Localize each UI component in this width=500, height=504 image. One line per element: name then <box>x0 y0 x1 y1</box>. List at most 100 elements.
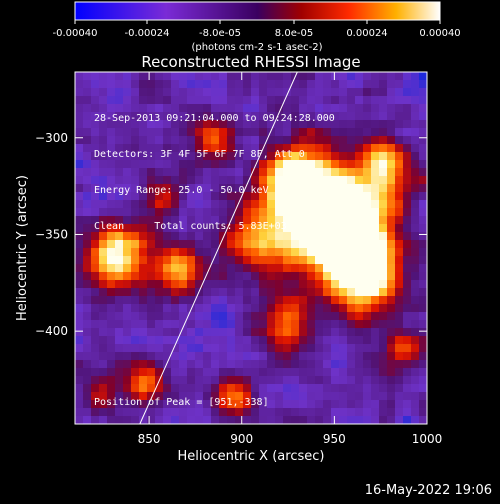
heatmap-cell <box>395 344 404 353</box>
heatmap-cell <box>267 392 276 401</box>
heatmap-cell <box>123 264 132 273</box>
heatmap-cell <box>283 256 292 265</box>
heatmap-cell <box>195 256 204 265</box>
heatmap-cell <box>339 144 348 153</box>
heatmap-cell <box>75 160 84 169</box>
heatmap-cell <box>283 272 292 281</box>
heatmap-cell <box>219 128 228 137</box>
heatmap-cell <box>371 168 380 177</box>
heatmap-cell <box>363 360 372 369</box>
heatmap-cell <box>115 344 124 353</box>
heatmap-cell <box>235 240 244 249</box>
heatmap-cell <box>355 264 364 273</box>
heatmap-cell <box>395 216 404 225</box>
heatmap-cell <box>115 256 124 265</box>
heatmap-cell <box>275 272 284 281</box>
heatmap-cell <box>179 376 188 385</box>
peak-position-text: Position of Peak = [951,-338] <box>94 397 269 408</box>
heatmap-cell <box>363 96 372 105</box>
heatmap-cell <box>251 72 260 81</box>
heatmap-cell <box>323 280 332 289</box>
heatmap-cell <box>275 152 284 161</box>
heatmap-cell <box>171 184 180 193</box>
heatmap-cell <box>91 280 100 289</box>
heatmap-cell <box>115 352 124 361</box>
heatmap-cell <box>347 352 356 361</box>
heatmap-cell <box>243 328 252 337</box>
heatmap-cell <box>179 248 188 257</box>
heatmap-cell <box>227 168 236 177</box>
heatmap-cell <box>275 184 284 193</box>
heatmap-cell <box>403 160 412 169</box>
heatmap-cell <box>163 312 172 321</box>
heatmap-cell <box>275 104 284 113</box>
heatmap-cell <box>331 136 340 145</box>
heatmap-cell <box>123 384 132 393</box>
heatmap-cell <box>395 192 404 201</box>
heatmap-cell <box>83 304 92 313</box>
heatmap-cell <box>331 400 340 409</box>
heatmap-cell <box>91 256 100 265</box>
heatmap-cell <box>203 216 212 225</box>
heatmap-cell <box>371 288 380 297</box>
heatmap-cell <box>139 72 148 81</box>
heatmap-cell <box>155 272 164 281</box>
colorbar-unit-label: (photons cm-2 s-1 asec-2) <box>191 42 322 53</box>
heatmap-cell <box>147 248 156 257</box>
heatmap-cell <box>195 224 204 233</box>
heatmap-cell <box>123 376 132 385</box>
heatmap-cell <box>315 328 324 337</box>
heatmap-cell <box>291 96 300 105</box>
heatmap-cell <box>115 192 124 201</box>
heatmap-cell <box>259 136 268 145</box>
heatmap-cell <box>331 384 340 393</box>
heatmap-cell <box>195 304 204 313</box>
heatmap-cell <box>299 400 308 409</box>
heatmap-cell <box>147 376 156 385</box>
heatmap-cell <box>339 112 348 121</box>
heatmap-cell <box>299 304 308 313</box>
heatmap-cell <box>267 376 276 385</box>
heatmap-cell <box>83 328 92 337</box>
heatmap-cell <box>371 144 380 153</box>
heatmap-cell <box>315 104 324 113</box>
heatmap-cell <box>147 240 156 249</box>
heatmap-cell <box>227 152 236 161</box>
heatmap-cell <box>227 336 236 345</box>
heatmap-cell <box>275 136 284 145</box>
heatmap-cell <box>371 408 380 417</box>
heatmap-cell <box>83 72 92 81</box>
heatmap-cell <box>99 376 108 385</box>
heatmap-cell <box>259 408 268 417</box>
heatmap-cell <box>339 248 348 257</box>
heatmap-cell <box>219 200 228 209</box>
heatmap-cell <box>339 328 348 337</box>
heatmap-cell <box>315 152 324 161</box>
heatmap-cell <box>299 248 308 257</box>
heatmap-cell <box>395 120 404 129</box>
heatmap-cell <box>99 144 108 153</box>
heatmap-cell <box>371 320 380 329</box>
heatmap-cell <box>363 152 372 161</box>
heatmap-cell <box>163 136 172 145</box>
heatmap-cell <box>275 232 284 241</box>
heatmap-cell <box>83 216 92 225</box>
heatmap-cell <box>371 152 380 161</box>
heatmap-cell <box>315 96 324 105</box>
heatmap-cell <box>347 360 356 369</box>
heatmap-cell <box>163 112 172 121</box>
heatmap-cell <box>299 280 308 289</box>
heatmap-cell <box>251 160 260 169</box>
heatmap-cell <box>115 416 124 424</box>
heatmap-cell <box>211 328 220 337</box>
heatmap-cell <box>187 208 196 217</box>
heatmap-cell <box>187 88 196 97</box>
heatmap-cell <box>331 368 340 377</box>
heatmap-cell <box>123 136 132 145</box>
heatmap-cell <box>131 344 140 353</box>
heatmap-cell <box>371 160 380 169</box>
heatmap-cell <box>259 400 268 409</box>
heatmap-cell <box>283 384 292 393</box>
heatmap-cell <box>235 168 244 177</box>
